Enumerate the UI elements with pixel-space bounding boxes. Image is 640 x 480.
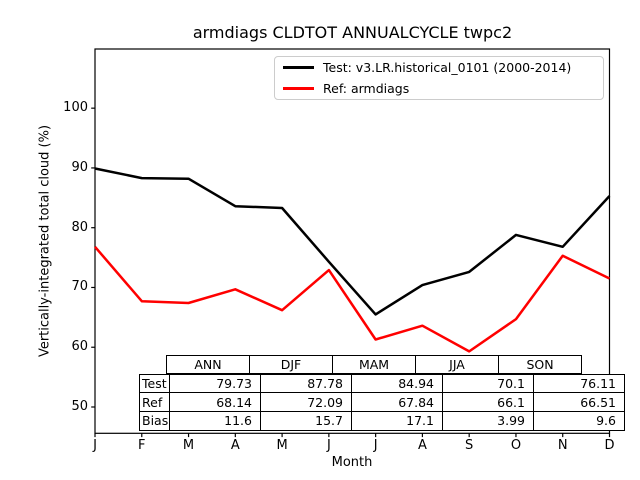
- legend-entry-test: Test: v3.LR.historical_0101 (2000-2014): [283, 59, 603, 77]
- x-tick-label: D: [604, 438, 615, 453]
- x-axis-title: Month: [331, 455, 373, 470]
- y-tick-label: 90: [71, 159, 88, 175]
- col-header-djf: DJF: [249, 354, 333, 375]
- x-tick-label: N: [557, 438, 568, 453]
- legend-label-ref: Ref: armdiags: [323, 81, 410, 96]
- legend: Test: v3.LR.historical_0101 (2000-2014) …: [274, 56, 604, 100]
- test-jja-value: 70.1: [442, 373, 534, 394]
- col-header-son: SON: [498, 354, 582, 375]
- bias-djf-value: 15.7: [260, 411, 352, 431]
- table-row-test: Test 79.73 87.78 84.94 70.1 76.11: [139, 373, 625, 394]
- y-tick-label: 50: [71, 399, 88, 414]
- ref-line-sample: [283, 87, 314, 90]
- y-tick-label: 60: [71, 339, 88, 355]
- legend-entry-ref: Ref: armdiags: [283, 80, 603, 98]
- row-label-ref: Ref: [139, 392, 170, 413]
- bias-mam-value: 17.1: [351, 411, 443, 431]
- ref-line: [94, 245, 611, 353]
- axes-frame: [94, 48, 611, 434]
- y-tick-label: 70: [71, 279, 88, 295]
- col-header-mam: MAM: [332, 354, 416, 375]
- test-line: [94, 167, 611, 316]
- row-label-test: Test: [139, 373, 170, 394]
- test-ann-value: 79.73: [169, 373, 261, 394]
- y-tick-label: 100: [63, 100, 88, 116]
- x-tick-label: A: [230, 438, 240, 453]
- table-row-ref: Ref 68.14 72.09 67.84 66.1 66.51: [139, 392, 625, 413]
- legend-label-test: Test: v3.LR.historical_0101 (2000-2014): [323, 60, 572, 75]
- ref-ann-value: 68.14: [169, 392, 261, 413]
- ref-jja-value: 66.1: [442, 392, 534, 413]
- stats-table-body: Test 79.73 87.78 84.94 70.1 76.11 Ref 68…: [139, 373, 625, 431]
- bias-son-value: 9.6: [533, 411, 625, 431]
- ref-djf-value: 72.09: [260, 392, 352, 413]
- ref-mam-value: 67.84: [351, 392, 443, 413]
- x-tick-label: J: [93, 438, 97, 453]
- x-tick-label: F: [138, 438, 146, 453]
- x-tick-label: M: [182, 438, 195, 453]
- x-tick-label: J: [373, 438, 378, 453]
- y-tick-label: 80: [71, 219, 88, 235]
- table-row: ANN DJF MAM JJA SON: [166, 354, 582, 375]
- stats-table-header: ANN DJF MAM JJA SON: [166, 354, 582, 375]
- bias-ann-value: 11.6: [169, 411, 261, 431]
- x-tick-label: O: [510, 438, 522, 453]
- x-tick-label: A: [417, 438, 427, 453]
- col-header-jja: JJA: [415, 354, 499, 375]
- y-axis-title: Vertically-integrated total cloud (%): [37, 124, 53, 358]
- x-tick-label: S: [465, 438, 474, 453]
- chart-title: armdiags CLDTOT ANNUALCYCLE twpc2: [192, 23, 513, 42]
- x-tick-label: J: [326, 438, 331, 453]
- test-line-sample: [283, 66, 314, 69]
- x-tick-label: M: [276, 438, 288, 453]
- table-row-bias: Bias 11.6 15.7 17.1 3.99 9.6: [139, 411, 625, 431]
- bias-jja-value: 3.99: [442, 411, 534, 431]
- test-mam-value: 84.94: [351, 373, 443, 394]
- test-son-value: 76.11: [533, 373, 625, 394]
- row-label-bias: Bias: [139, 411, 170, 431]
- test-djf-value: 87.78: [260, 373, 352, 394]
- col-header-ann: ANN: [166, 354, 250, 375]
- ref-son-value: 66.51: [533, 392, 625, 413]
